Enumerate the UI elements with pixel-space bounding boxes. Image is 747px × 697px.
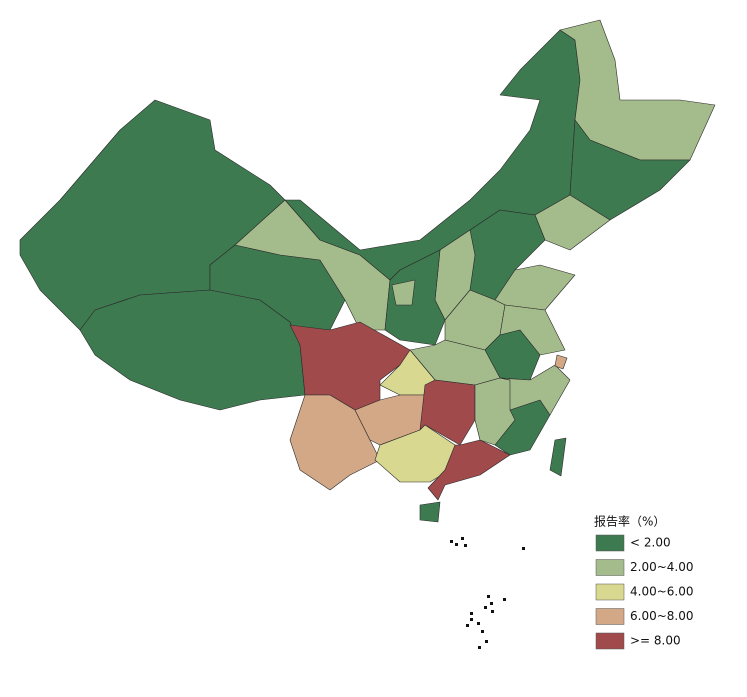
- island: [477, 622, 480, 625]
- province: [534, 194, 611, 251]
- province: [419, 501, 441, 523]
- legend-swatch: [595, 632, 625, 650]
- province: [391, 279, 416, 306]
- province: [554, 354, 568, 370]
- island: [485, 640, 488, 643]
- legend-title: 报告率（%）: [594, 514, 665, 529]
- island: [470, 618, 473, 621]
- legend: 报告率（%） < 2.00 2.00~4.00 4.00~6.00 6.00~8.00…: [594, 514, 694, 650]
- island: [490, 602, 493, 605]
- legend-label: 6.00~8.00: [630, 609, 694, 623]
- island: [466, 624, 469, 627]
- island: [450, 540, 453, 543]
- province: [427, 439, 511, 501]
- legend-label: < 2.00: [630, 536, 671, 550]
- province: [289, 321, 411, 411]
- island: [455, 543, 458, 546]
- island: [491, 610, 494, 613]
- province: [289, 394, 381, 491]
- island: [503, 598, 506, 601]
- island: [484, 606, 487, 609]
- island: [470, 612, 473, 615]
- province: [549, 437, 567, 477]
- legend-swatch: [595, 534, 625, 552]
- legend-swatch: [595, 559, 625, 576]
- province: [499, 364, 571, 416]
- island: [464, 544, 467, 547]
- island: [522, 547, 525, 550]
- island: [487, 595, 490, 598]
- regions: [19, 19, 716, 523]
- legend-swatch: [595, 583, 625, 601]
- island: [461, 537, 464, 540]
- legend-label: 2.00~4.00: [630, 560, 694, 574]
- legend-label: >= 8.00: [630, 634, 681, 648]
- island: [478, 646, 481, 649]
- legend-label: 4.00~6.00: [630, 585, 694, 599]
- islands: [450, 537, 525, 649]
- island: [481, 630, 484, 633]
- legend-swatch: [595, 608, 625, 625]
